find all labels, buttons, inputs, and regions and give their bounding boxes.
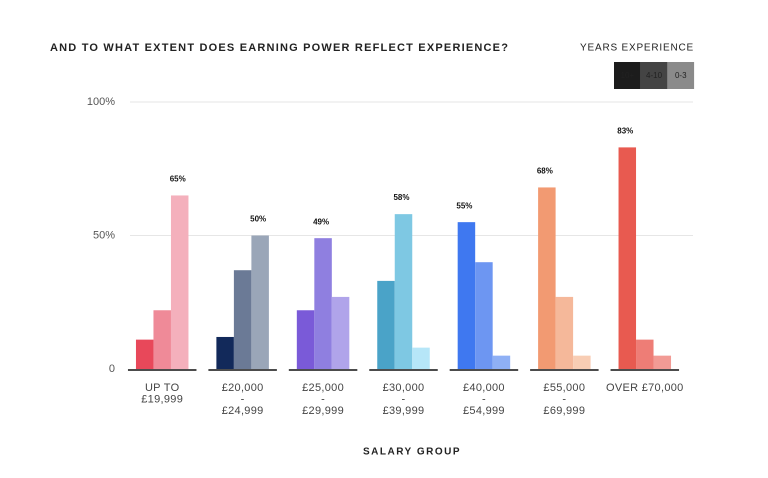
x-tick-line: £39,999 <box>383 405 425 417</box>
y-tick-label: 0 <box>109 363 115 375</box>
x-tick-line: £24,999 <box>222 405 264 417</box>
legend-title: YEARS EXPERIENCE <box>580 43 694 54</box>
value-label: 49% <box>313 217 329 226</box>
bar <box>153 310 171 369</box>
bar <box>331 296 350 369</box>
bar <box>412 347 430 369</box>
x-tick-line: - <box>241 393 245 405</box>
legend-swatch <box>667 62 695 89</box>
x-tick-line: £55,000 <box>543 382 585 394</box>
value-label: 58% <box>393 193 409 202</box>
y-tick-label: 50% <box>93 229 115 241</box>
x-tick-label: £30,000 -£39,999 <box>383 382 425 417</box>
x-tick-line: £25,000 <box>302 382 344 394</box>
x-tick-line: UP TO <box>145 382 180 394</box>
bar <box>394 214 413 369</box>
bar <box>170 195 189 369</box>
bar <box>475 262 493 369</box>
bar <box>457 222 476 369</box>
bar <box>538 187 556 369</box>
value-label: 50% <box>250 215 266 224</box>
bar <box>233 270 252 369</box>
x-tick-line: £69,999 <box>543 405 585 417</box>
value-label: 83% <box>617 126 633 135</box>
x-tick-line: £19,999 <box>141 393 183 405</box>
bar <box>653 355 672 369</box>
x-tick-line: - <box>402 393 406 405</box>
x-tick-line: £29,999 <box>302 405 344 417</box>
x-tick-line: £20,000 <box>222 382 264 394</box>
legend-label: 0-3 <box>675 71 687 80</box>
x-tick-line: - <box>321 393 325 405</box>
bar <box>135 339 154 369</box>
bar <box>251 235 269 369</box>
bar <box>377 280 395 369</box>
x-tick-line: £30,000 <box>383 382 425 394</box>
legend-swatch <box>614 62 641 89</box>
x-tick-label: £20,000 -£24,999 <box>222 382 264 417</box>
bar <box>555 296 574 369</box>
legend-label: 10+ <box>621 71 635 80</box>
x-tick-label: OVER £70,000 <box>606 382 684 394</box>
x-tick-line: OVER £70,000 <box>606 382 684 394</box>
chart-title: AND TO WHAT EXTENT DOES EARNING POWER RE… <box>50 42 509 54</box>
x-tick-line: £40,000 <box>463 382 505 394</box>
bar <box>573 355 591 369</box>
bar <box>216 336 234 369</box>
x-axis-label: SALARY GROUP <box>363 447 461 458</box>
bar <box>492 355 511 369</box>
x-tick-line: £54,999 <box>463 405 505 417</box>
x-tick-label: £25,000 -£29,999 <box>302 382 344 417</box>
value-label: 55% <box>456 201 472 210</box>
x-tick-line: - <box>562 393 566 405</box>
x-tick-label: £40,000 -£54,999 <box>463 382 505 417</box>
x-tick-line: - <box>482 393 486 405</box>
bar <box>314 238 332 369</box>
bar <box>296 310 315 369</box>
x-tick-label: UP TO £19,999 <box>141 382 183 406</box>
y-tick-label: 100% <box>87 96 115 108</box>
legend-swatch <box>640 62 668 89</box>
value-label: 68% <box>537 167 553 176</box>
legend-label: 4-10 <box>646 71 663 80</box>
bar <box>618 147 637 369</box>
value-label: 65% <box>170 175 186 184</box>
x-tick-label: £55,000 -£69,999 <box>543 382 585 417</box>
bar <box>636 339 654 369</box>
